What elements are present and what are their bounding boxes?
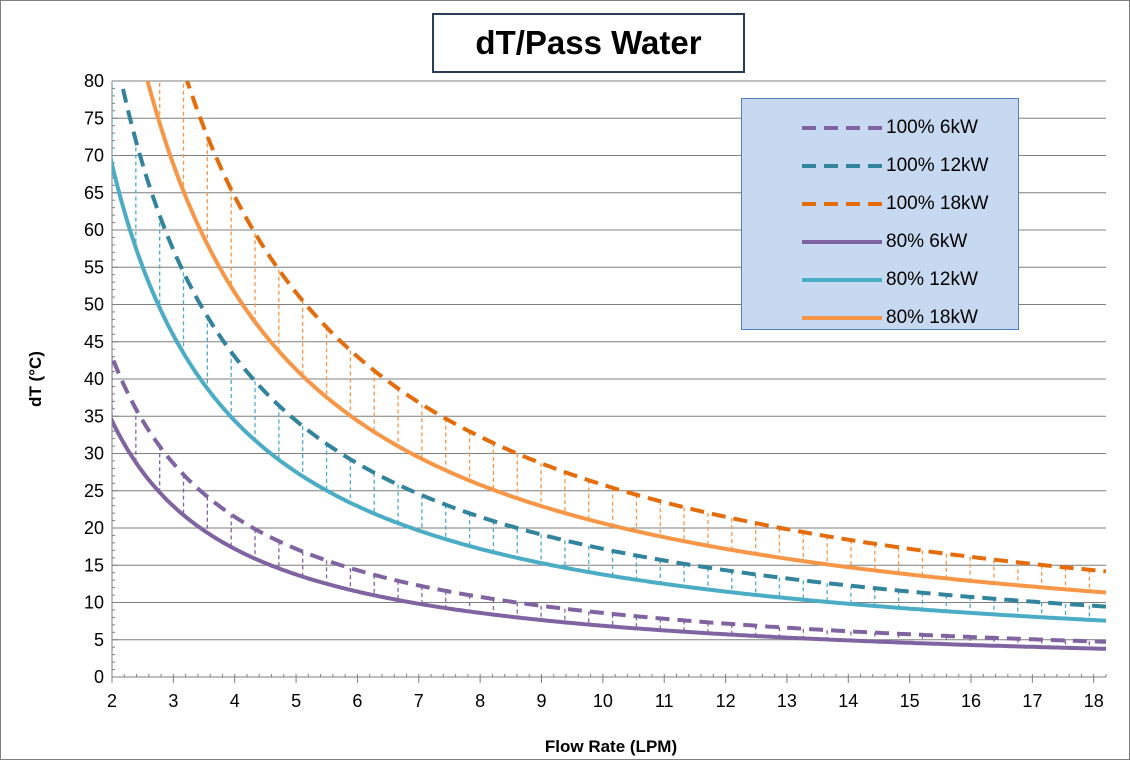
y-tick-label: 80 [84, 71, 104, 91]
legend-swatch-3 [802, 240, 882, 244]
x-tick-label: 3 [168, 691, 178, 711]
x-tick-label: 9 [536, 691, 546, 711]
legend: 100% 6kW 100% 12kW 100% 18kW 80% 6kW 80% 12k… [741, 98, 1019, 330]
y-tick-label: 40 [84, 369, 104, 389]
chart-title: dT/Pass Water [475, 24, 702, 61]
x-tick-label: 11 [655, 691, 674, 711]
x-tick-label: 8 [475, 691, 485, 711]
y-tick-label: 75 [84, 108, 104, 128]
y-tick-label: 25 [84, 481, 104, 501]
series-line-2 [185, 81, 1106, 574]
legend-swatch-0 [802, 126, 882, 130]
legend-swatch-5 [802, 316, 882, 320]
chart-title-box: dT/Pass Water [432, 13, 745, 73]
legend-label-5: 80% 18kW [886, 307, 978, 328]
legend-swatch-4 [802, 278, 882, 282]
x-tick-label: 5 [291, 691, 301, 711]
y-tick-label: 20 [84, 518, 104, 538]
legend-item-1: 100% 12kW [802, 147, 988, 185]
y-tick-label: 5 [94, 630, 104, 650]
y-tick-label: 0 [94, 667, 104, 687]
y-tick-label: 65 [84, 183, 104, 203]
series-line-1 [119, 81, 1106, 609]
x-tick-label: 6 [352, 691, 362, 711]
y-tick-label: 50 [84, 295, 104, 315]
x-tick-label: 7 [414, 691, 424, 711]
y-tick-label: 45 [84, 332, 104, 352]
y-tick-label: 30 [84, 444, 104, 464]
x-tick-label: 13 [777, 691, 797, 711]
x-tick-label: 15 [900, 691, 920, 711]
drop-lines-layer [112, 81, 1090, 649]
y-axis-title: dT (°C) [26, 351, 45, 407]
y-tick-label: 35 [84, 406, 104, 426]
series-line-0 [112, 350, 1106, 644]
x-tick-label: 12 [716, 691, 736, 711]
legend-item-5: 80% 18kW [802, 299, 978, 337]
y-tick-label: 60 [84, 220, 104, 240]
legend-item-4: 80% 12kW [802, 261, 978, 299]
x-tick-label: 2 [107, 691, 117, 711]
legend-label-3: 80% 6kW [886, 231, 968, 252]
series-line-3 [112, 415, 1106, 651]
series-line-4 [112, 155, 1106, 623]
y-tick-label: 10 [84, 593, 104, 613]
x-tick-label: 16 [961, 691, 981, 711]
x-tick-label: 10 [593, 691, 613, 711]
legend-label-4: 80% 12kW [886, 269, 978, 290]
legend-label-1: 100% 12kW [886, 155, 989, 176]
y-tick-label: 70 [84, 146, 104, 166]
legend-label-0: 100% 6kW [886, 117, 978, 138]
x-axis-title: Flow Rate (LPM) [545, 737, 677, 756]
x-tick-label: 14 [838, 691, 858, 711]
y-tick-label: 55 [84, 257, 104, 277]
series-line-5 [145, 81, 1106, 595]
legend-item-3: 80% 6kW [802, 223, 967, 261]
legend-swatch-1 [802, 164, 882, 168]
legend-item-2: 100% 18kW [802, 185, 988, 223]
x-tick-label: 17 [1022, 691, 1042, 711]
legend-label-2: 100% 18kW [886, 193, 989, 214]
x-tick-label: 18 [1084, 691, 1104, 711]
x-tick-label: 4 [230, 691, 240, 711]
y-tick-label: 15 [84, 555, 104, 575]
legend-swatch-2 [802, 202, 882, 206]
series-layer [112, 81, 1106, 651]
legend-item-0: 100% 6kW [802, 109, 978, 147]
